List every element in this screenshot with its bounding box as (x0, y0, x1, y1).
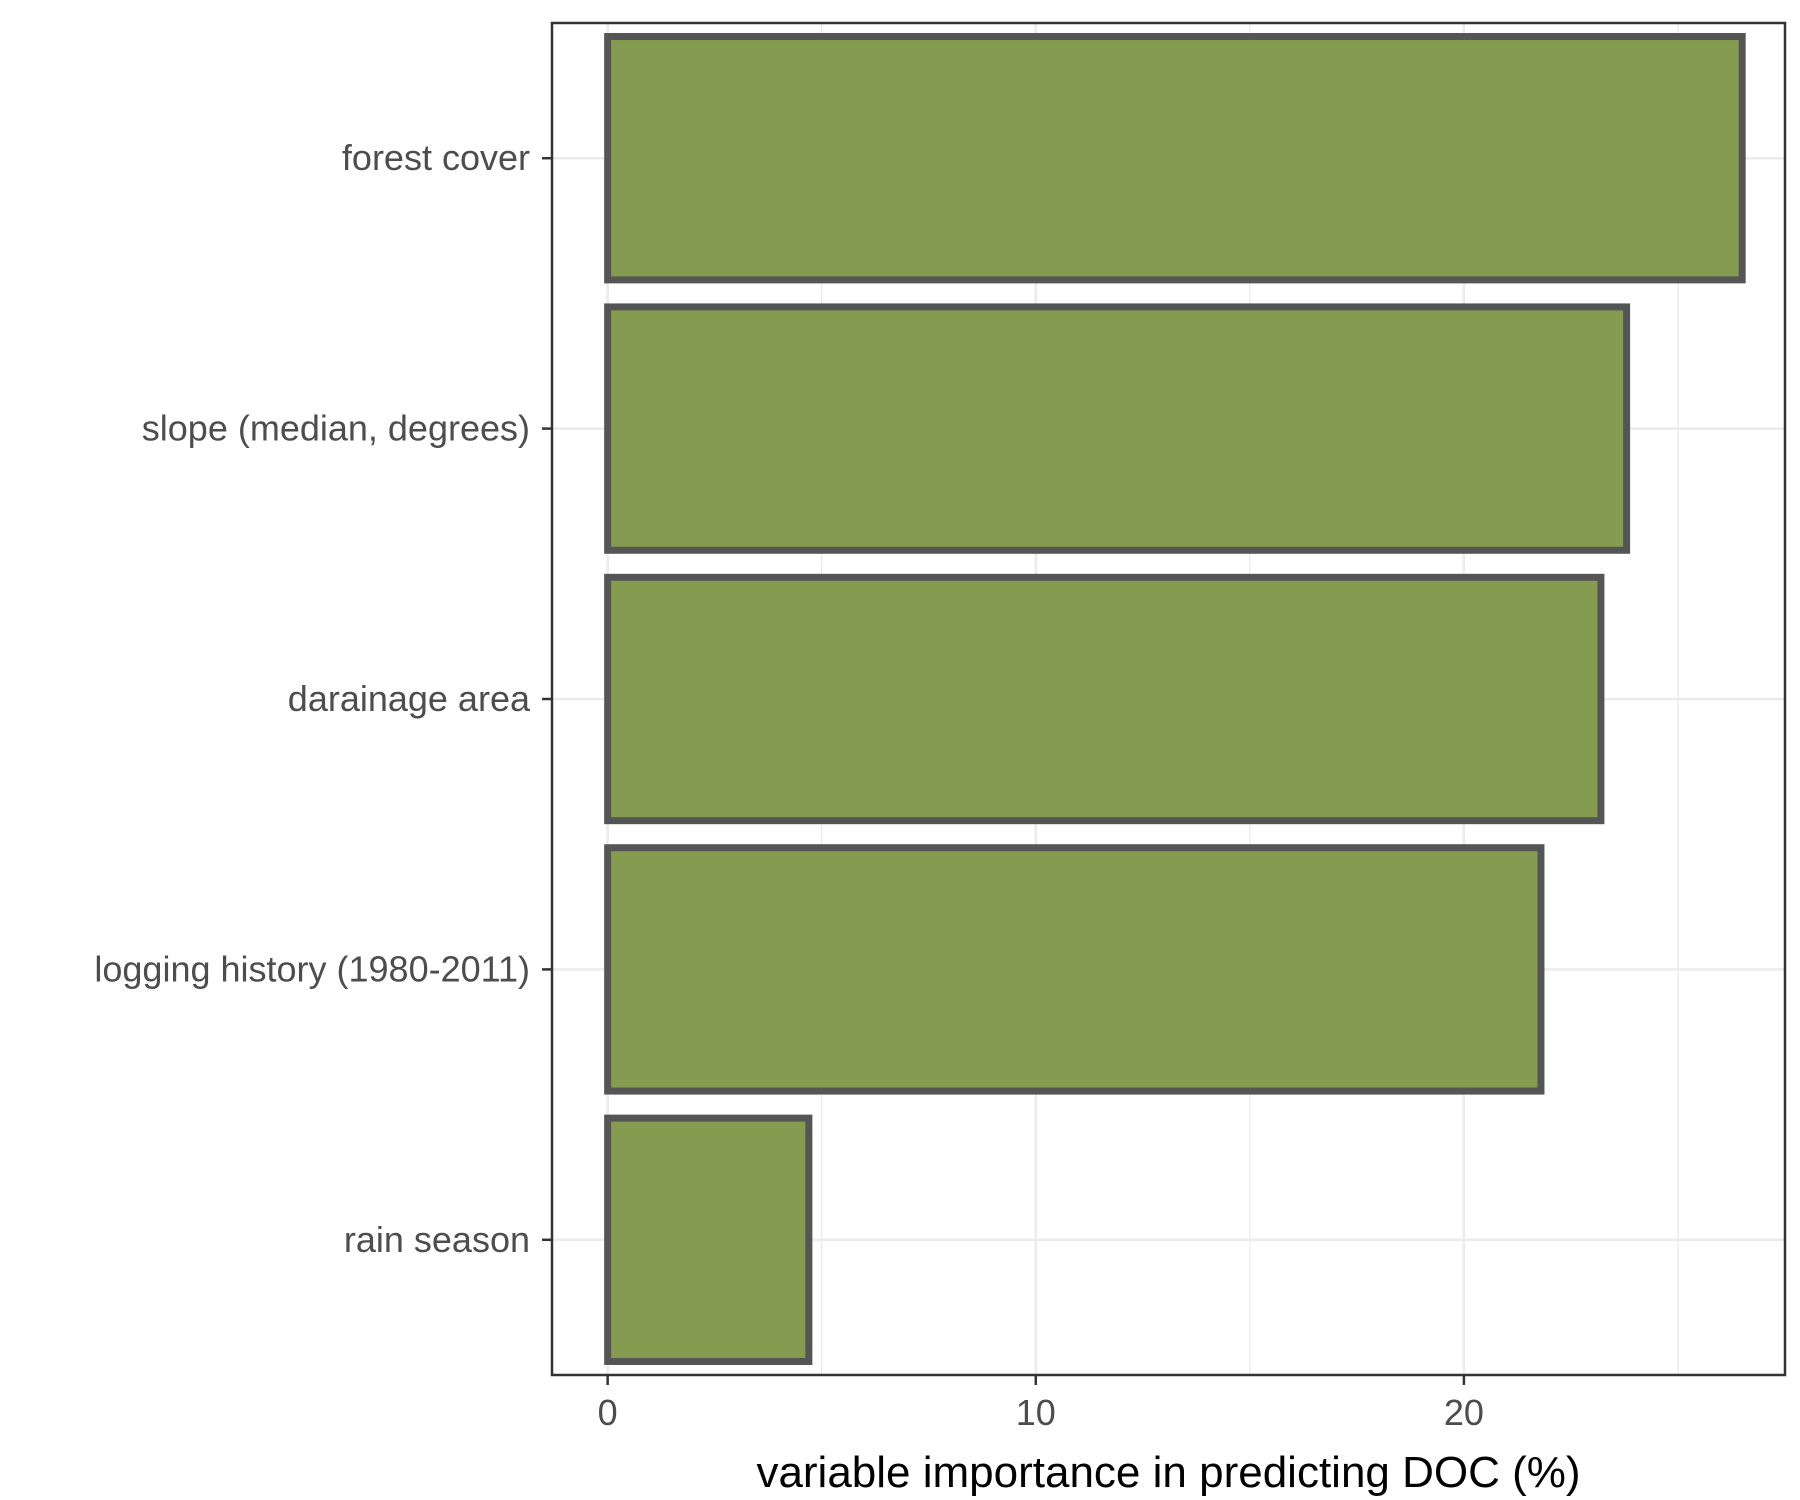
bar (604, 844, 1545, 1095)
y-tick-label: slope (median, degrees) (142, 408, 530, 449)
bar (604, 33, 1746, 284)
x-tick-label: 20 (1444, 1392, 1484, 1433)
bar (604, 1114, 813, 1365)
x-tick-label: 10 (1016, 1392, 1056, 1433)
bar (604, 573, 1605, 825)
y-tick-label: rain season (344, 1219, 530, 1260)
x-tick-label: 0 (598, 1392, 618, 1433)
y-tick-label: logging history (1980-2011) (94, 948, 530, 989)
x-axis-title: variable importance in predicting DOC (%… (756, 1448, 1580, 1497)
bars-layer (604, 33, 1746, 1365)
y-tick-label: darainage area (288, 678, 531, 719)
y-tick-label: forest cover (342, 137, 530, 178)
axis-layer: forest cover slope (median, degrees) darai… (94, 137, 1484, 1433)
bar (604, 303, 1631, 554)
